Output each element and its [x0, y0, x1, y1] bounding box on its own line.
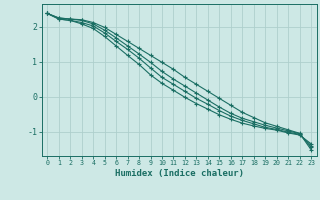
- X-axis label: Humidex (Indice chaleur): Humidex (Indice chaleur): [115, 169, 244, 178]
